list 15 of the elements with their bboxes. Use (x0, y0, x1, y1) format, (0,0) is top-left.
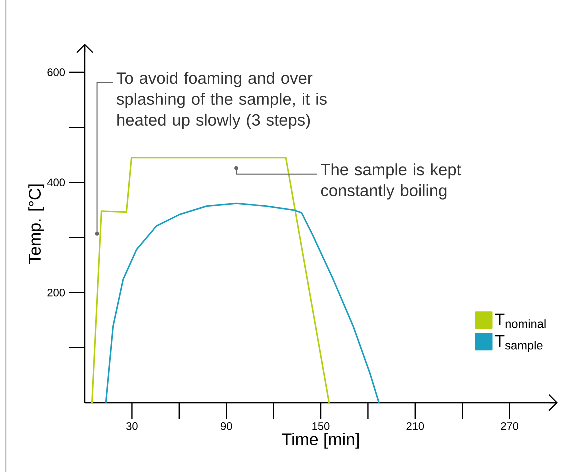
y-tick-label: 600 (48, 68, 66, 76)
x-tick-label: 90 (221, 422, 232, 430)
x-tick-label: 210 (406, 422, 424, 430)
legend-label: T$_{nominal}$ (495, 314, 546, 328)
x-axis-title: Time [min] (282, 433, 359, 449)
x-tick-label: 30 (126, 422, 138, 430)
x-tick-label: 150 (312, 422, 330, 430)
annotation: The sample is kept constantly boiling (321, 164, 462, 200)
annotation: To avoid foaming and over splashing of the sample, it is heated up slowly (3 steps) (116, 72, 327, 130)
line-series (105, 202, 380, 404)
y-axis-title: Temp. [°C] (28, 184, 44, 264)
y-tick-label: 200 (48, 288, 66, 297)
y-tick-label: 400 (47, 178, 66, 187)
x-tick-label: 270 (501, 422, 519, 430)
legend-label: T$_{sample}$ (495, 335, 543, 352)
